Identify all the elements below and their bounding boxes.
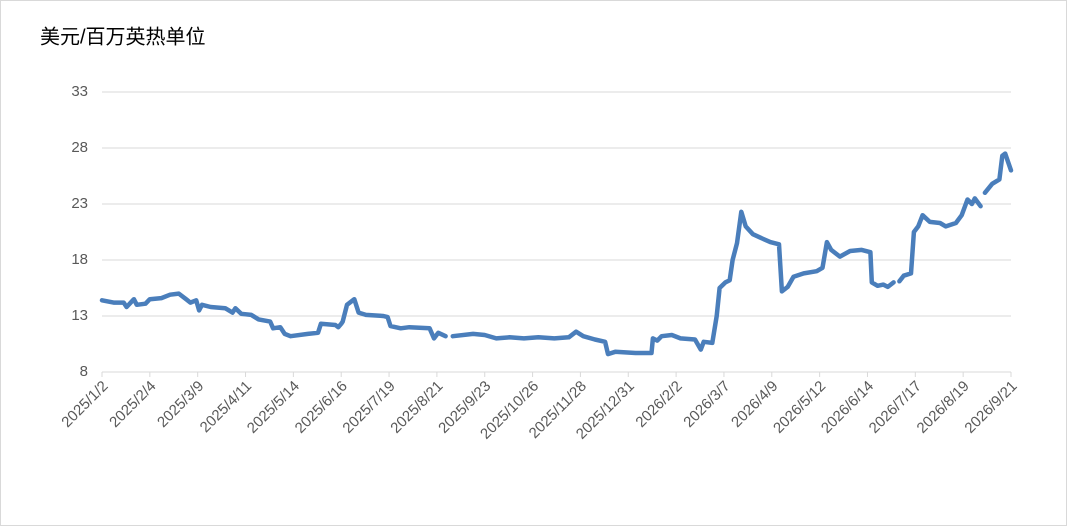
chart-title: 美元/百万英热单位 <box>40 25 206 48</box>
y-tick-label: 8 <box>80 363 88 380</box>
y-tick-label: 23 <box>71 195 88 212</box>
y-tick-label: 18 <box>71 251 88 268</box>
y-tick-label: 28 <box>71 139 88 156</box>
data-line <box>99 151 1014 357</box>
y-tick-label: 33 <box>71 83 88 100</box>
y-tick-label: 13 <box>71 307 88 324</box>
